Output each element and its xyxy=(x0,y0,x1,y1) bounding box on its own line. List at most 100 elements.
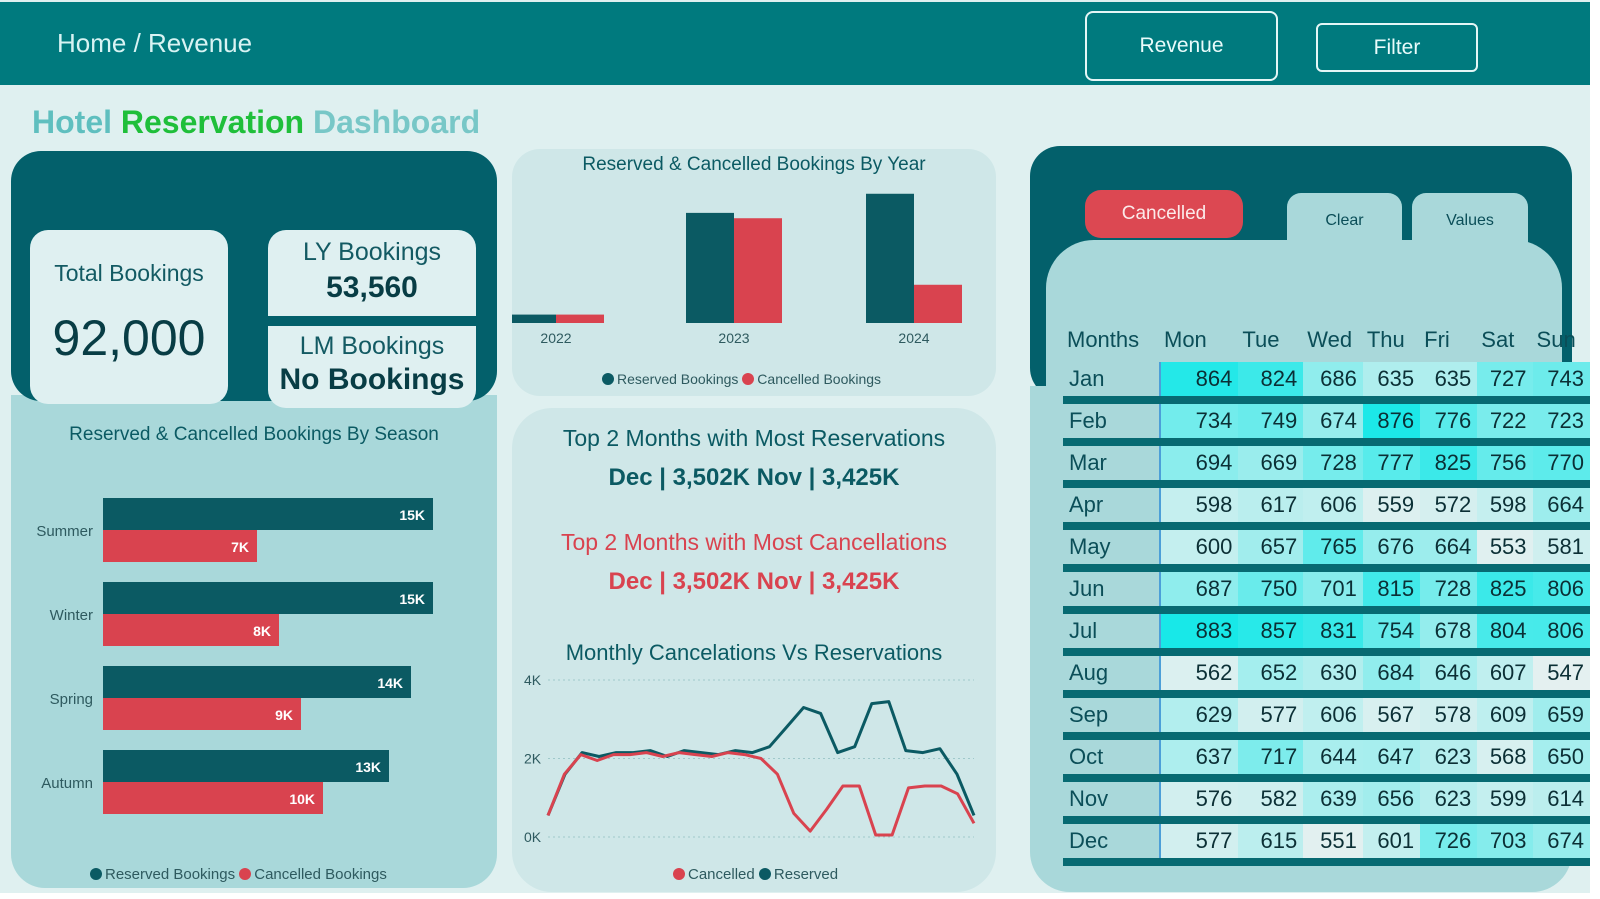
heatmap-cell[interactable]: 578 xyxy=(1420,694,1478,740)
heatmap-cell[interactable]: 609 xyxy=(1477,694,1533,740)
heatmap-cell[interactable]: 659 xyxy=(1532,694,1590,740)
heatmap-cell[interactable]: 726 xyxy=(1420,820,1478,866)
reserved-line[interactable] xyxy=(546,700,976,816)
heatmap-cell[interactable]: 864 xyxy=(1160,362,1239,404)
heatmap-cell[interactable]: 623 xyxy=(1420,778,1478,824)
reserved-bar[interactable] xyxy=(866,193,914,323)
heatmap-cell[interactable]: 776 xyxy=(1420,400,1478,446)
heatmap-cell[interactable]: 657 xyxy=(1238,526,1304,572)
heatmap-cell[interactable]: 734 xyxy=(1160,400,1239,446)
heatmap-cell[interactable]: 717 xyxy=(1238,736,1304,782)
heatmap-cell[interactable]: 694 xyxy=(1160,442,1239,488)
heatmap-cell[interactable]: 664 xyxy=(1532,484,1590,530)
heatmap-cell[interactable]: 547 xyxy=(1532,652,1590,698)
heatmap-cell[interactable]: 883 xyxy=(1160,610,1239,656)
heatmap-cell[interactable]: 568 xyxy=(1477,736,1533,782)
heatmap-cell[interactable]: 644 xyxy=(1303,736,1363,782)
heatmap-cell[interactable]: 614 xyxy=(1532,778,1590,824)
heatmap-cell[interactable]: 674 xyxy=(1303,400,1363,446)
heatmap-cell[interactable]: 723 xyxy=(1532,400,1590,446)
cancelled-line[interactable] xyxy=(546,751,976,837)
heatmap-cell[interactable]: 825 xyxy=(1420,442,1478,488)
heatmap-cell[interactable]: 576 xyxy=(1160,778,1239,824)
reserved-bar[interactable] xyxy=(103,498,433,530)
cancelled-bar[interactable] xyxy=(556,314,604,323)
cancelled-bar[interactable] xyxy=(914,284,962,323)
heatmap-cell[interactable]: 577 xyxy=(1238,694,1304,740)
heatmap-cell[interactable]: 806 xyxy=(1532,610,1590,656)
heatmap-cell[interactable]: 656 xyxy=(1362,778,1421,824)
heatmap-cell[interactable]: 754 xyxy=(1362,610,1421,656)
heatmap-cell[interactable]: 551 xyxy=(1303,820,1363,866)
heatmap-cell[interactable]: 601 xyxy=(1362,820,1421,866)
heatmap-cell[interactable]: 728 xyxy=(1303,442,1363,488)
filter-button[interactable]: Filter xyxy=(1316,23,1478,72)
cancelled-bar[interactable] xyxy=(734,218,782,323)
heatmap-cell[interactable]: 669 xyxy=(1238,442,1304,488)
heatmap-cell[interactable]: 559 xyxy=(1362,484,1421,530)
heatmap-cell[interactable]: 765 xyxy=(1303,526,1363,572)
heatmap-cell[interactable]: 815 xyxy=(1362,568,1421,614)
heatmap-cell[interactable]: 562 xyxy=(1160,652,1239,698)
heatmap-cell[interactable]: 630 xyxy=(1303,652,1363,698)
heatmap-cell[interactable]: 831 xyxy=(1303,610,1363,656)
heatmap-cell[interactable]: 650 xyxy=(1532,736,1590,782)
revenue-button[interactable]: Revenue xyxy=(1085,11,1278,81)
heatmap-cell[interactable]: 572 xyxy=(1420,484,1478,530)
cancelled-bar[interactable] xyxy=(103,782,323,814)
reserved-bar[interactable] xyxy=(512,314,556,323)
heatmap-cell[interactable]: 701 xyxy=(1303,568,1363,614)
heatmap-cell[interactable]: 581 xyxy=(1532,526,1590,572)
heatmap-cell[interactable]: 825 xyxy=(1477,568,1533,614)
heatmap-cell[interactable]: 617 xyxy=(1238,484,1304,530)
heatmap-cell[interactable]: 770 xyxy=(1532,442,1590,488)
heatmap-cell[interactable]: 567 xyxy=(1362,694,1421,740)
heatmap-cell[interactable]: 635 xyxy=(1362,362,1421,404)
heatmap-cell[interactable]: 599 xyxy=(1477,778,1533,824)
heatmap-cell[interactable]: 598 xyxy=(1477,484,1533,530)
cancelled-bar[interactable] xyxy=(103,698,301,730)
heatmap-cell[interactable]: 635 xyxy=(1420,362,1478,404)
heatmap-cell[interactable]: 623 xyxy=(1420,736,1478,782)
heatmap-cell[interactable]: 606 xyxy=(1303,694,1363,740)
heatmap-cell[interactable]: 553 xyxy=(1477,526,1533,572)
cancelled-chip[interactable]: Cancelled xyxy=(1085,190,1243,238)
heatmap-cell[interactable]: 629 xyxy=(1160,694,1239,740)
heatmap-cell[interactable]: 664 xyxy=(1420,526,1478,572)
reserved-bar[interactable] xyxy=(686,212,734,323)
heatmap-cell[interactable]: 684 xyxy=(1362,652,1421,698)
heatmap-cell[interactable]: 674 xyxy=(1532,820,1590,866)
clear-chip[interactable]: Clear xyxy=(1287,193,1402,243)
heatmap-cell[interactable]: 676 xyxy=(1362,526,1421,572)
heatmap-cell[interactable]: 806 xyxy=(1532,568,1590,614)
heatmap-cell[interactable]: 607 xyxy=(1477,652,1533,698)
heatmap-cell[interactable]: 777 xyxy=(1362,442,1421,488)
heatmap-cell[interactable]: 577 xyxy=(1160,820,1239,866)
heatmap-cell[interactable]: 637 xyxy=(1160,736,1239,782)
heatmap-cell[interactable]: 727 xyxy=(1477,362,1533,404)
heatmap-cell[interactable]: 598 xyxy=(1160,484,1239,530)
heatmap-cell[interactable]: 686 xyxy=(1303,362,1363,404)
heatmap-cell[interactable]: 678 xyxy=(1420,610,1478,656)
heatmap-cell[interactable]: 750 xyxy=(1238,568,1304,614)
heatmap-cell[interactable]: 857 xyxy=(1238,610,1304,656)
heatmap-cell[interactable]: 615 xyxy=(1238,820,1304,866)
reserved-bar[interactable] xyxy=(103,666,411,698)
reserved-bar[interactable] xyxy=(103,750,389,782)
heatmap-cell[interactable]: 824 xyxy=(1238,362,1304,404)
heatmap-cell[interactable]: 639 xyxy=(1303,778,1363,824)
heatmap-cell[interactable]: 756 xyxy=(1477,442,1533,488)
values-chip[interactable]: Values xyxy=(1412,193,1528,243)
heatmap-cell[interactable]: 722 xyxy=(1477,400,1533,446)
heatmap-cell[interactable]: 749 xyxy=(1238,400,1304,446)
heatmap-cell[interactable]: 606 xyxy=(1303,484,1363,530)
heatmap-cell[interactable]: 646 xyxy=(1420,652,1478,698)
heatmap-cell[interactable]: 876 xyxy=(1362,400,1421,446)
heatmap-cell[interactable]: 703 xyxy=(1477,820,1533,866)
heatmap-cell[interactable]: 600 xyxy=(1160,526,1239,572)
breadcrumb[interactable]: Home / Revenue xyxy=(57,28,253,58)
heatmap-cell[interactable]: 687 xyxy=(1160,568,1239,614)
reserved-bar[interactable] xyxy=(103,582,433,614)
cancelled-bar[interactable] xyxy=(103,614,279,646)
heatmap-cell[interactable]: 582 xyxy=(1238,778,1304,824)
